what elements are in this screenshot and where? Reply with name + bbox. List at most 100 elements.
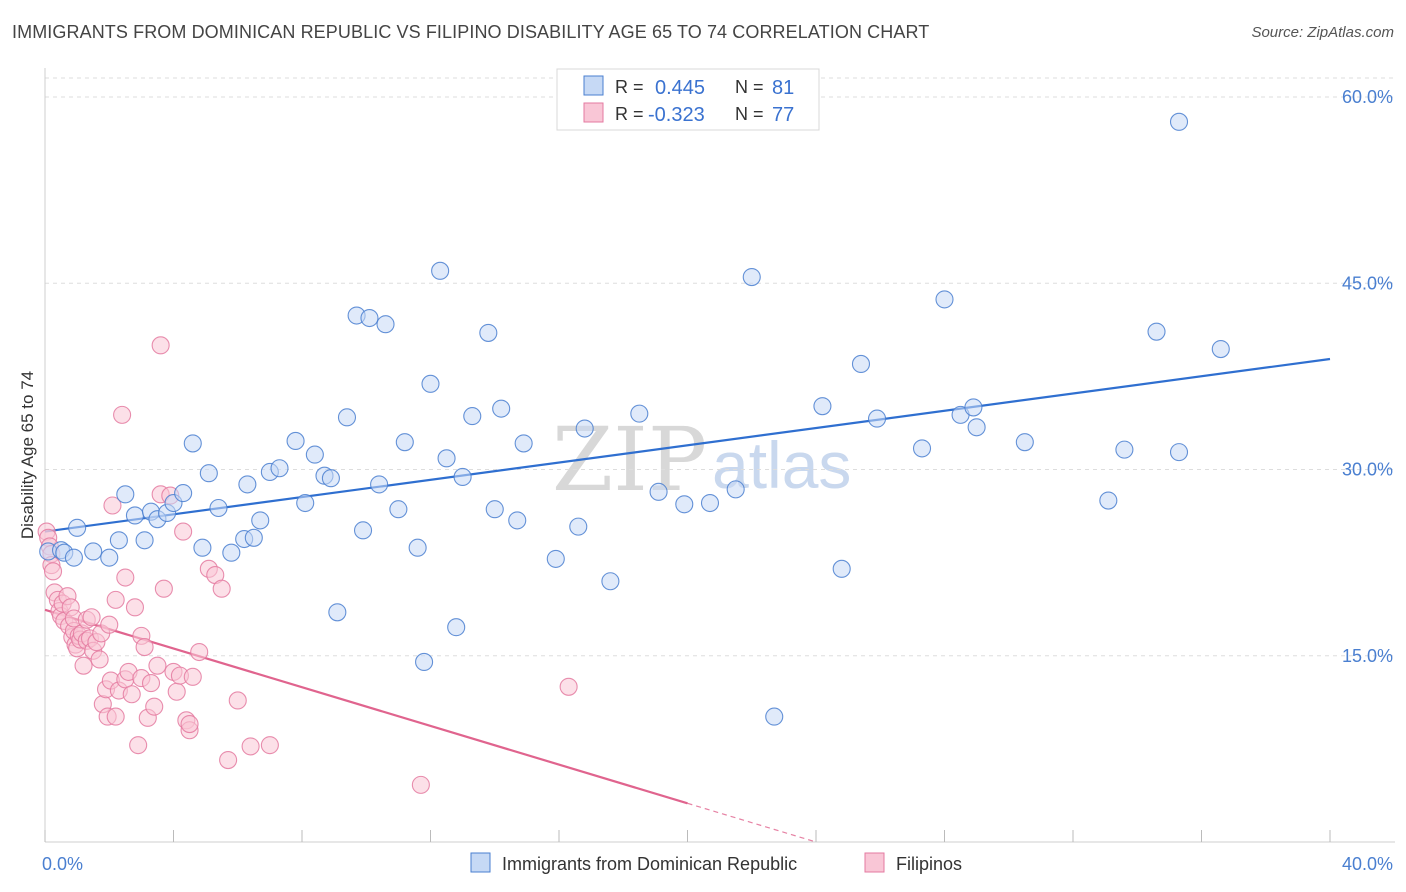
legend-r-label-pink: R = <box>615 104 644 124</box>
filipinos-point <box>145 697 164 716</box>
filipinos-point <box>82 608 101 627</box>
filipinos-point <box>167 682 186 701</box>
dominican-point <box>832 559 851 578</box>
filipinos-point <box>228 691 247 710</box>
filipinos-point <box>135 638 154 657</box>
dominican-point <box>601 572 620 591</box>
dominican-point <box>305 445 324 464</box>
dominican-point <box>935 290 954 309</box>
dominican-point <box>244 528 263 547</box>
y-axis-label: Disability Age 65 to 74 <box>18 371 37 539</box>
filipinos-point <box>103 496 122 515</box>
dominican-point <box>967 418 986 437</box>
dominican-point <box>851 354 871 374</box>
dominican-point <box>68 518 87 537</box>
dominican-points <box>39 112 1230 726</box>
filipinos-point <box>212 579 231 598</box>
filipinos-point <box>559 677 578 696</box>
dominican-point <box>569 517 588 536</box>
dominican-point <box>415 652 434 672</box>
filipinos-point <box>219 750 238 770</box>
dominican-point <box>463 407 482 426</box>
chart-title: IMMIGRANTS FROM DOMINICAN REPUBLIC VS FI… <box>12 22 930 42</box>
filipinos-point <box>129 736 148 755</box>
dominican-point <box>296 493 315 513</box>
dominican-point <box>912 439 932 458</box>
dominican-point <box>1099 491 1118 510</box>
filipinos-point <box>113 405 132 424</box>
dominican-point <box>238 475 257 494</box>
dominican-point <box>183 434 202 453</box>
watermark: ZIP atlas <box>552 408 851 511</box>
dominican-point <box>64 548 83 567</box>
filipinos-point <box>148 656 167 675</box>
dominican-point <box>1169 443 1189 462</box>
dominican-point <box>1211 340 1230 359</box>
dominican-point <box>575 419 594 438</box>
legend-r-value-pink: -0.323 <box>648 104 705 126</box>
dominican-point <box>867 409 887 428</box>
dominican-point <box>431 261 450 280</box>
filipinos-trend-line-extension <box>687 802 817 843</box>
series-legend-swatch-blue <box>470 852 491 873</box>
dominican-point <box>84 542 103 561</box>
legend-n-value-pink: 77 <box>772 104 794 126</box>
series-legend: Immigrants from Dominican Republic Filip… <box>470 852 962 874</box>
dominican-point <box>546 549 565 568</box>
filipinos-point <box>141 674 161 693</box>
dominican-point <box>209 498 228 518</box>
series-legend-swatch-pink <box>864 852 885 873</box>
filipinos-point <box>116 568 135 587</box>
dominican-point <box>116 485 135 504</box>
legend-r-label-blue: R = <box>615 77 644 97</box>
filipinos-point <box>90 650 109 669</box>
dominican-point <box>222 543 241 562</box>
y-tick-label: 30.0% <box>1342 460 1393 480</box>
filipinos-point <box>154 579 173 598</box>
dominican-point <box>125 506 144 525</box>
dominican-point <box>174 484 193 503</box>
x-tick-label: 40.0% <box>1342 854 1393 874</box>
dominican-point <box>813 397 832 416</box>
dominican-point <box>485 500 504 519</box>
filipinos-point <box>106 590 125 609</box>
dominican-point <box>437 449 456 468</box>
dominican-point <box>1015 433 1034 452</box>
dominican-point <box>1169 112 1189 131</box>
dominican-point <box>360 308 379 328</box>
dominican-point <box>453 467 472 487</box>
dominican-point <box>1147 322 1166 341</box>
filipinos-point <box>411 775 430 794</box>
filipinos-point <box>125 598 144 617</box>
filipinos-points <box>37 336 578 794</box>
dominican-point <box>508 511 527 530</box>
filipinos-point <box>180 714 199 734</box>
filipinos-point <box>241 737 260 756</box>
dominican-point <box>328 603 347 622</box>
dominican-point <box>408 538 427 557</box>
dominican-point <box>514 434 533 453</box>
dominican-point <box>479 323 498 342</box>
dominican-point <box>135 531 154 550</box>
dominican-point <box>109 531 128 550</box>
correlation-legend: R = 0.445 N = 81 R = -0.323 N = 77 <box>556 68 820 131</box>
filipinos-point <box>100 615 119 634</box>
dominican-point <box>337 408 357 427</box>
dominican-point <box>630 404 649 423</box>
series-legend-label-pink: Filipinos <box>896 854 962 874</box>
filipinos-point <box>43 562 63 581</box>
dominican-point <box>765 707 784 726</box>
x-tick-label: 0.0% <box>42 854 83 874</box>
dominican-point <box>251 511 270 530</box>
grid <box>45 77 1395 657</box>
dominican-point <box>492 399 511 418</box>
filipinos-point <box>151 336 170 355</box>
filipinos-point <box>183 667 202 686</box>
chart-source: Source: ZipAtlas.com <box>1251 24 1394 41</box>
dominican-point <box>726 480 745 499</box>
filipinos-point <box>174 522 193 541</box>
dominican-point <box>286 431 305 450</box>
dominican-point <box>675 495 694 514</box>
y-tick-label: 60.0% <box>1342 87 1393 107</box>
